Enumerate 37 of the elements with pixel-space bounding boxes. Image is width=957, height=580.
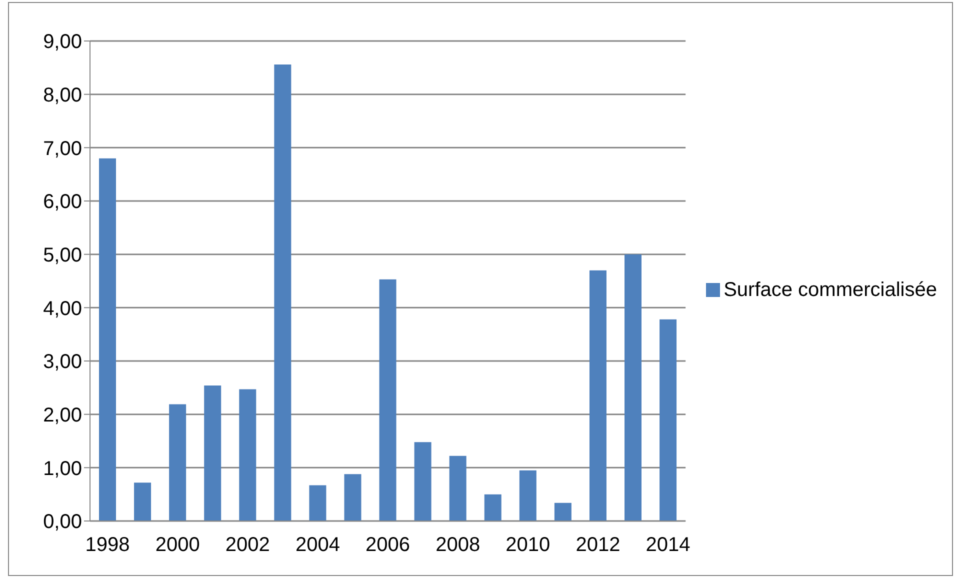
bar <box>589 270 606 521</box>
bar <box>274 64 292 521</box>
y-tick-label: 3,00 <box>43 351 82 374</box>
bar <box>484 494 502 521</box>
bar <box>660 319 677 521</box>
bar <box>134 482 152 521</box>
bar <box>309 485 326 521</box>
y-tick-label: 7,00 <box>43 138 82 160</box>
x-tick-label: 2014 <box>646 534 690 556</box>
y-tick-label: 4,00 <box>43 298 82 320</box>
bar <box>624 254 642 521</box>
bar <box>169 404 186 521</box>
y-tick-label: 2,00 <box>43 404 82 426</box>
y-tick-label: 9,00 <box>43 31 82 54</box>
x-tick-label: 2004 <box>295 534 340 556</box>
y-tick-label: 8,00 <box>43 84 82 106</box>
y-tick-label: 0,00 <box>43 511 82 534</box>
x-tick-label: 2002 <box>225 534 270 556</box>
x-tick-label: 2000 <box>155 534 200 556</box>
bar <box>239 389 256 521</box>
y-tick-label: 5,00 <box>43 244 82 266</box>
bar <box>519 470 536 521</box>
x-tick-label: 2012 <box>576 534 620 556</box>
bar <box>379 279 396 521</box>
bar <box>204 386 222 521</box>
bar <box>99 158 116 521</box>
legend-label: Surface commercialisée <box>724 278 937 300</box>
x-tick-label: 2010 <box>506 534 550 556</box>
bar <box>554 502 572 521</box>
bar <box>449 456 466 521</box>
bar <box>344 474 362 521</box>
x-tick-label: 1998 <box>85 534 130 556</box>
bar <box>414 442 432 521</box>
y-tick-label: 1,00 <box>43 458 82 480</box>
y-tick-label: 6,00 <box>43 191 82 214</box>
x-tick-label: 2006 <box>366 534 410 556</box>
x-tick-label: 2008 <box>436 534 480 556</box>
